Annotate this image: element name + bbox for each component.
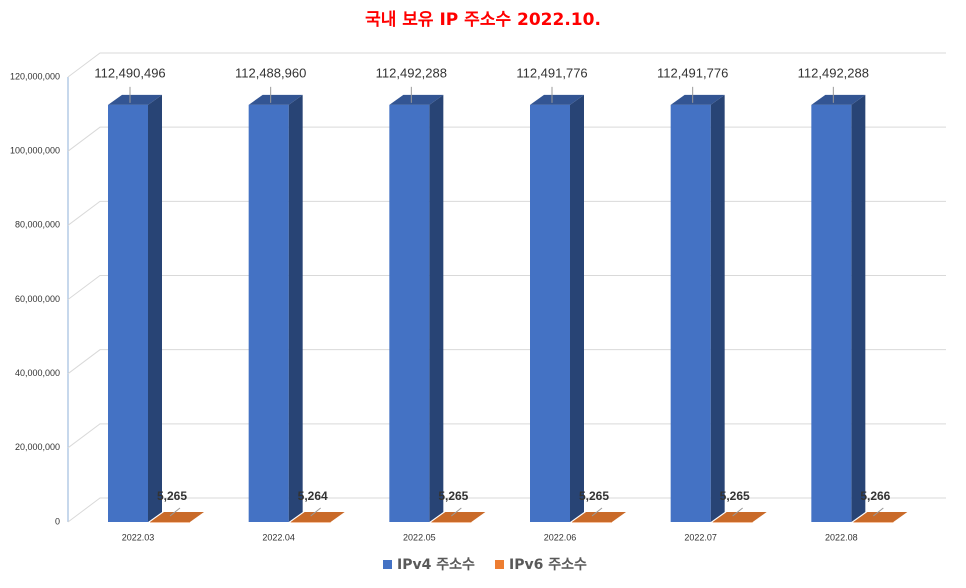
bar-side: [190, 511, 204, 522]
bar-top: [811, 94, 866, 105]
bar-side: [752, 511, 767, 522]
x-tick-label: 2022.04: [262, 532, 295, 542]
bar-side: [710, 94, 725, 523]
leader-line: [873, 507, 884, 517]
grid-line: [67, 423, 946, 449]
bar-side: [471, 511, 486, 522]
bar-side: [148, 94, 162, 522]
bar: [108, 104, 148, 522]
bar: [530, 104, 570, 523]
data-label: 5,265: [157, 489, 187, 503]
bar: [150, 521, 190, 523]
bar-top: [572, 511, 626, 522]
bar-top: [389, 94, 444, 105]
bar-top: [431, 511, 486, 522]
grid-line: [67, 349, 946, 375]
bar-side: [570, 94, 584, 523]
bar-top: [530, 94, 584, 105]
y-tick-label: 100,000,000: [10, 146, 60, 156]
x-tick-label: 2022.06: [544, 532, 577, 542]
y-tick-label: 120,000,000: [10, 71, 60, 81]
bar: [248, 104, 289, 522]
bar-top: [290, 511, 345, 522]
bar-side: [851, 94, 866, 522]
data-label: 5,266: [860, 489, 890, 503]
bar: [670, 104, 711, 523]
data-label: 112,490,496: [94, 65, 165, 80]
grid-line: [67, 126, 946, 152]
bar-side: [288, 94, 303, 522]
x-tick-label: 2022.05: [403, 532, 436, 542]
bar: [431, 521, 472, 523]
bar-side: [429, 94, 444, 522]
data-label: 112,488,960: [235, 65, 306, 80]
bar: [712, 521, 753, 523]
legend-label: IPv4 주소수: [397, 557, 475, 573]
y-tick-label: 20,000,000: [15, 442, 60, 452]
data-label: 112,492,288: [798, 65, 869, 80]
grid-line: [67, 497, 946, 523]
y-tick-label: 60,000,000: [15, 294, 60, 304]
legend-swatch: [495, 560, 504, 569]
bar-top: [108, 94, 162, 105]
grid-line: [67, 275, 946, 300]
grid-line: [67, 200, 946, 226]
data-label: 5,265: [720, 489, 750, 503]
bar: [572, 521, 612, 523]
x-tick-label: 2022.07: [684, 532, 717, 542]
y-tick-label: 80,000,000: [15, 220, 60, 230]
leader-line: [732, 507, 743, 517]
leader-line: [451, 507, 462, 517]
bar-top: [150, 511, 204, 522]
y-tick-label: 0: [55, 516, 60, 526]
bar-top: [248, 94, 303, 105]
bar-top: [712, 511, 767, 522]
bar: [290, 521, 331, 523]
bar-top: [670, 94, 725, 105]
grid-line: [67, 52, 946, 78]
data-label: 5,264: [298, 489, 328, 503]
data-label: 5,265: [579, 489, 609, 503]
bar-side: [893, 511, 908, 522]
bar: [811, 104, 852, 522]
chart-title: 국내 보유 IP 주소수 2022.10.: [365, 10, 601, 30]
bar: [853, 521, 894, 523]
bar: [389, 104, 430, 522]
data-label: 112,491,776: [657, 65, 728, 80]
legend-swatch: [383, 560, 392, 569]
legend-label: IPv6 주소수: [509, 557, 587, 573]
y-tick-label: 40,000,000: [15, 368, 60, 378]
data-label: 112,492,288: [376, 65, 447, 80]
bar-side: [330, 511, 345, 522]
bar-top: [853, 511, 908, 522]
x-tick-label: 2022.03: [122, 532, 155, 542]
leader-line: [169, 507, 181, 517]
leader-line: [310, 507, 321, 517]
leader-line: [591, 507, 603, 517]
bar-side: [612, 511, 626, 522]
data-label: 5,265: [438, 489, 468, 503]
x-tick-label: 2022.08: [825, 532, 858, 542]
data-label: 112,491,776: [516, 65, 587, 80]
